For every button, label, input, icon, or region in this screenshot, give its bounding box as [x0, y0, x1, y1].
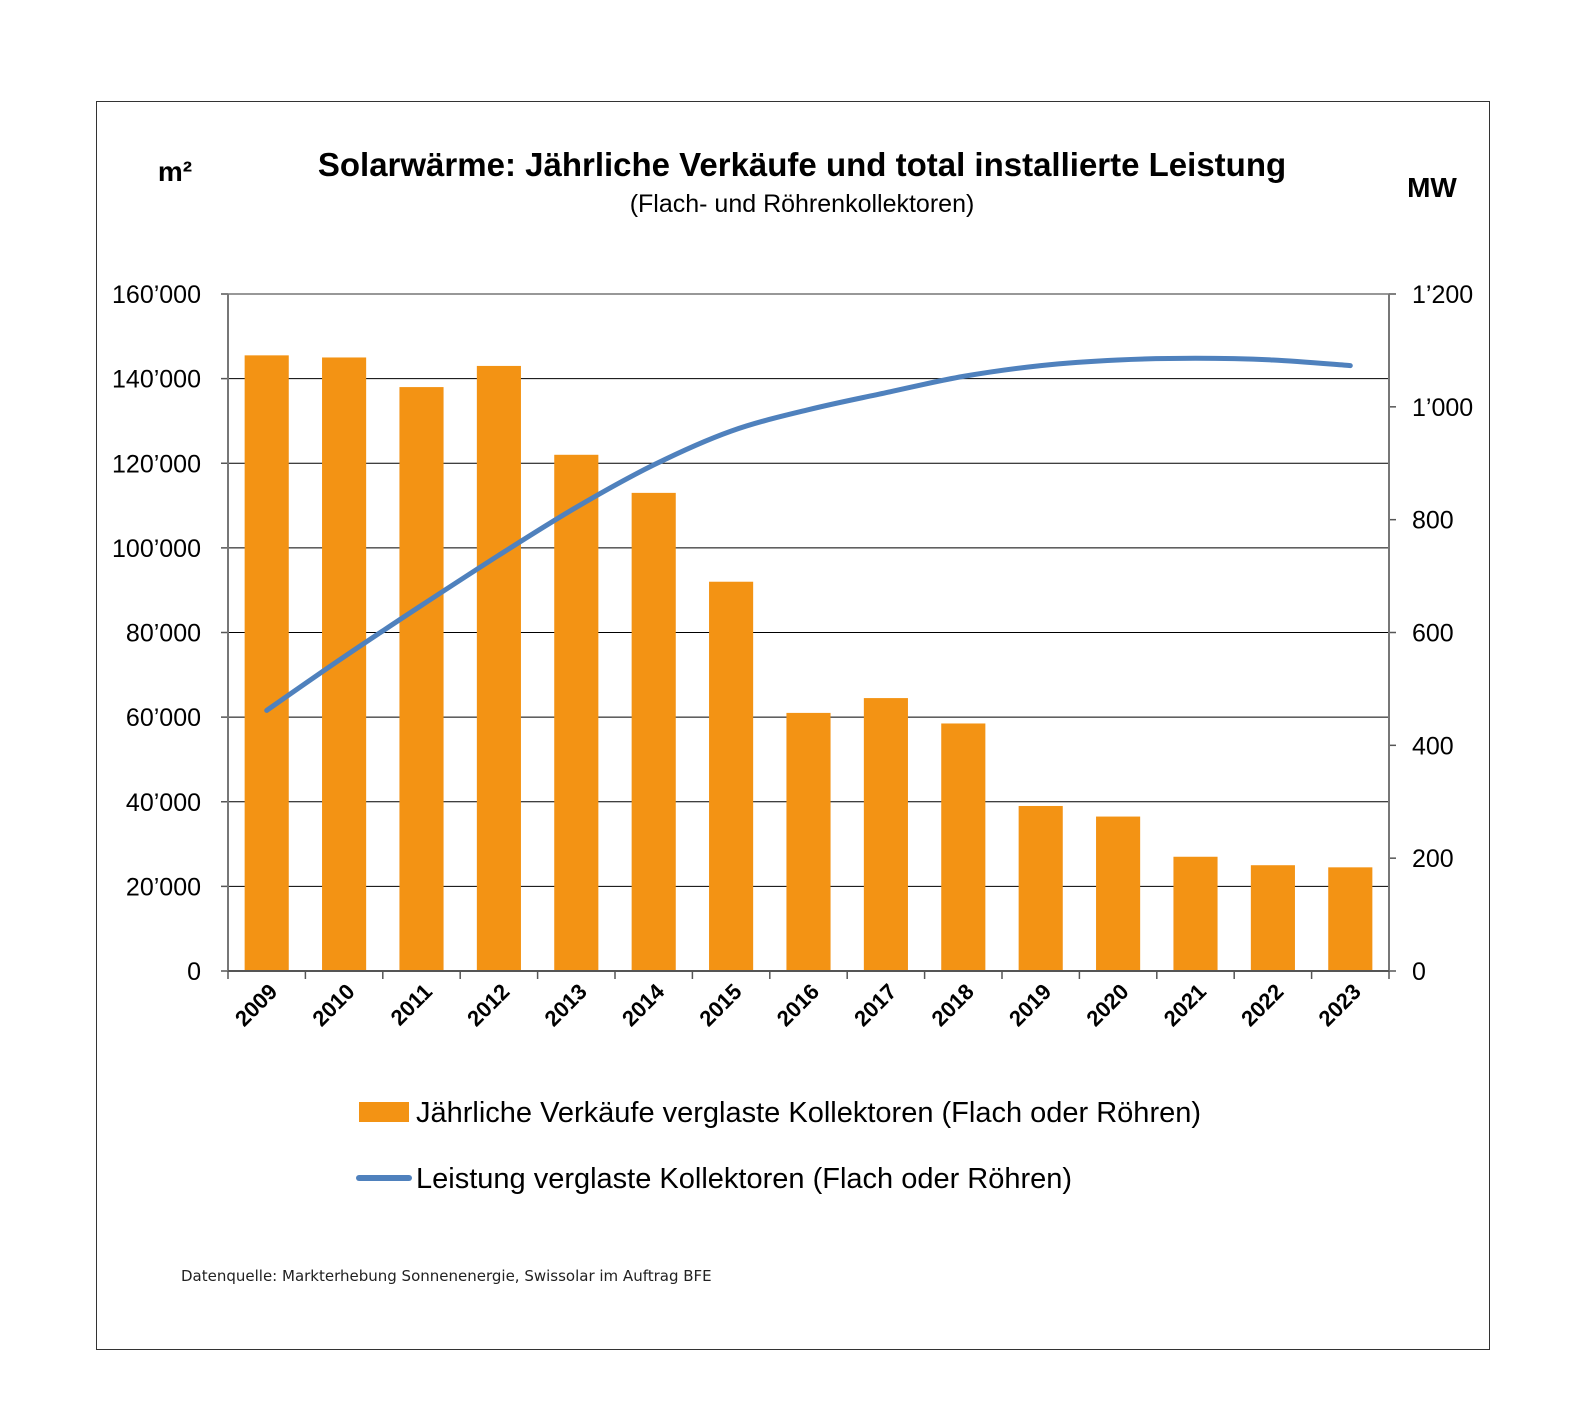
x-axis-tick-label: 2010 — [307, 979, 359, 1031]
right-axis-tick-label: 800 — [1412, 507, 1454, 535]
x-axis-tick-label: 2023 — [1314, 979, 1366, 1031]
axes — [221, 293, 1396, 979]
left-axis-unit: m² — [158, 156, 192, 187]
bar — [709, 581, 754, 971]
bar — [631, 492, 676, 971]
left-axis-tick-label: 20’000 — [126, 873, 201, 901]
left-axis-tick-label: 60’000 — [126, 704, 201, 732]
x-axis-tick-label: 2013 — [540, 979, 592, 1031]
right-axis-tick-label: 1’200 — [1412, 281, 1473, 309]
bar — [476, 365, 521, 971]
bar — [399, 387, 444, 971]
right-axis-tick-label: 400 — [1412, 732, 1454, 760]
x-axis-tick-label: 2019 — [1004, 979, 1056, 1031]
x-axis-tick-label: 2015 — [694, 979, 746, 1031]
right-axis-unit: MW — [1407, 172, 1457, 203]
x-axis-tick-label: 2009 — [230, 979, 282, 1031]
bar — [786, 712, 831, 971]
bar — [1173, 856, 1218, 971]
bar — [1096, 816, 1141, 971]
left-axis-tick-label: 100’000 — [112, 535, 201, 563]
x-axis-tick-label: 2021 — [1159, 979, 1211, 1031]
data-source-note: Datenquelle: Markterhebung Sonnenenergie… — [181, 1267, 712, 1285]
left-axis-tick-label: 140’000 — [112, 366, 201, 394]
bar — [1250, 865, 1295, 971]
x-axis-tick-label: 2022 — [1236, 979, 1288, 1031]
x-axis-tick-label: 2012 — [462, 979, 514, 1031]
x-axis-tick-label: 2014 — [617, 978, 670, 1031]
legend: Jährliche Verkäufe verglaste Kollektoren… — [356, 1097, 1201, 1195]
left-axis-tick-label: 160’000 — [112, 281, 201, 309]
x-axis-tick-label: 2017 — [849, 979, 901, 1031]
legend-label-bar: Jährliche Verkäufe verglaste Kollektoren… — [416, 1097, 1201, 1129]
chart-subtitle: (Flach- und Röhrenkollektoren) — [630, 190, 975, 218]
chart-title: Solarwärme: Jährliche Verkäufe und total… — [318, 146, 1286, 183]
left-axis-tick-label: 80’000 — [126, 620, 201, 648]
bar — [322, 357, 367, 971]
x-axis-tick-label: 2016 — [772, 979, 824, 1031]
left-axis-tick-label: 40’000 — [126, 789, 201, 817]
x-axis-tick-label: 2011 — [386, 979, 437, 1030]
right-axis-tick-label: 600 — [1412, 620, 1454, 648]
line-series-path — [264, 355, 1353, 713]
legend-swatch-bar — [359, 1102, 409, 1122]
legend-label-line: Leistung verglaste Kollektoren (Flach od… — [416, 1163, 1072, 1195]
left-axis-tick-label: 0 — [187, 958, 201, 986]
right-axis-tick-label: 0 — [1412, 958, 1426, 986]
bar — [244, 355, 289, 971]
bar — [554, 454, 599, 972]
left-axis-tick-label: 120’000 — [112, 450, 201, 478]
right-axis-tick-label: 1’000 — [1412, 394, 1473, 422]
bar — [863, 698, 908, 971]
bar — [1018, 805, 1063, 971]
bar — [941, 723, 986, 971]
line-series — [264, 355, 1353, 713]
x-axis-tick-label: 2020 — [1081, 979, 1133, 1031]
x-axis-tick-label: 2018 — [927, 979, 979, 1031]
bar — [1328, 867, 1373, 971]
right-axis-tick-label: 200 — [1412, 845, 1454, 873]
bar-series — [244, 355, 1373, 972]
chart-frame — [96, 101, 1490, 1350]
